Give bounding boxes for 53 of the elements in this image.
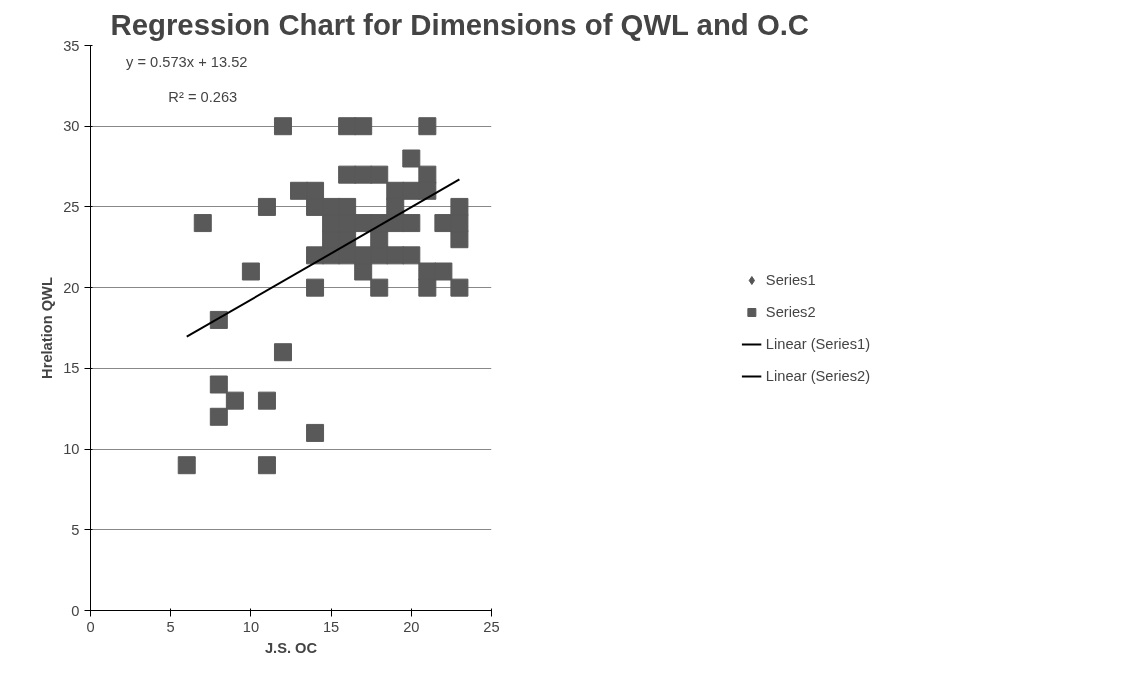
point bbox=[450, 197, 469, 216]
x-tick-label: 5 bbox=[166, 618, 175, 635]
point bbox=[402, 214, 421, 233]
legend-label: Linear (Series2) bbox=[765, 367, 871, 384]
point bbox=[241, 262, 260, 281]
point bbox=[418, 278, 437, 297]
x-tick-label: 10 bbox=[242, 618, 260, 635]
point bbox=[418, 117, 437, 136]
point bbox=[338, 197, 357, 216]
y-tick-label: 20 bbox=[63, 279, 80, 296]
y-tick-label: 25 bbox=[63, 198, 80, 215]
y-tick-label: 10 bbox=[63, 441, 80, 458]
point bbox=[402, 246, 421, 265]
annotation: R² = 0.263 bbox=[168, 89, 238, 106]
point bbox=[370, 165, 389, 184]
point bbox=[209, 407, 228, 426]
point bbox=[306, 423, 325, 442]
annotation: y = 0.573x + 13.52 bbox=[126, 53, 248, 70]
point bbox=[354, 117, 373, 136]
point bbox=[273, 117, 292, 136]
y-axis-title: Hrelation QWL bbox=[39, 277, 56, 379]
point bbox=[177, 456, 196, 475]
point bbox=[450, 230, 469, 249]
legend-label: Series1 bbox=[765, 271, 816, 288]
point bbox=[257, 456, 276, 475]
point bbox=[450, 278, 469, 297]
point bbox=[306, 278, 325, 297]
x-tick-label: 25 bbox=[483, 618, 500, 635]
point bbox=[418, 181, 437, 200]
y-tick-label: 35 bbox=[63, 37, 80, 54]
legend-label: Linear (Series1) bbox=[765, 335, 871, 352]
y-tick-label: 15 bbox=[63, 360, 80, 377]
point bbox=[225, 391, 244, 410]
y-tick-label: 5 bbox=[71, 521, 80, 538]
point bbox=[306, 181, 325, 200]
point bbox=[257, 391, 276, 410]
point bbox=[418, 165, 437, 184]
point bbox=[450, 214, 469, 233]
point bbox=[209, 375, 228, 394]
point bbox=[370, 278, 389, 297]
point bbox=[193, 214, 212, 233]
point bbox=[434, 262, 453, 281]
point bbox=[273, 343, 292, 362]
point bbox=[257, 197, 276, 216]
x-tick-label: 0 bbox=[86, 618, 95, 635]
y-tick-label: 30 bbox=[63, 118, 80, 135]
legend-label: Series2 bbox=[765, 303, 816, 320]
chart-title: Regression Chart for Dimensions of QWL and O.C bbox=[110, 7, 810, 41]
y-tick-label: 0 bbox=[71, 602, 80, 619]
point bbox=[402, 149, 421, 168]
x-axis-title: J.S. OC bbox=[264, 639, 318, 656]
x-tick-label: 20 bbox=[403, 618, 420, 635]
x-tick-label: 15 bbox=[322, 618, 340, 635]
